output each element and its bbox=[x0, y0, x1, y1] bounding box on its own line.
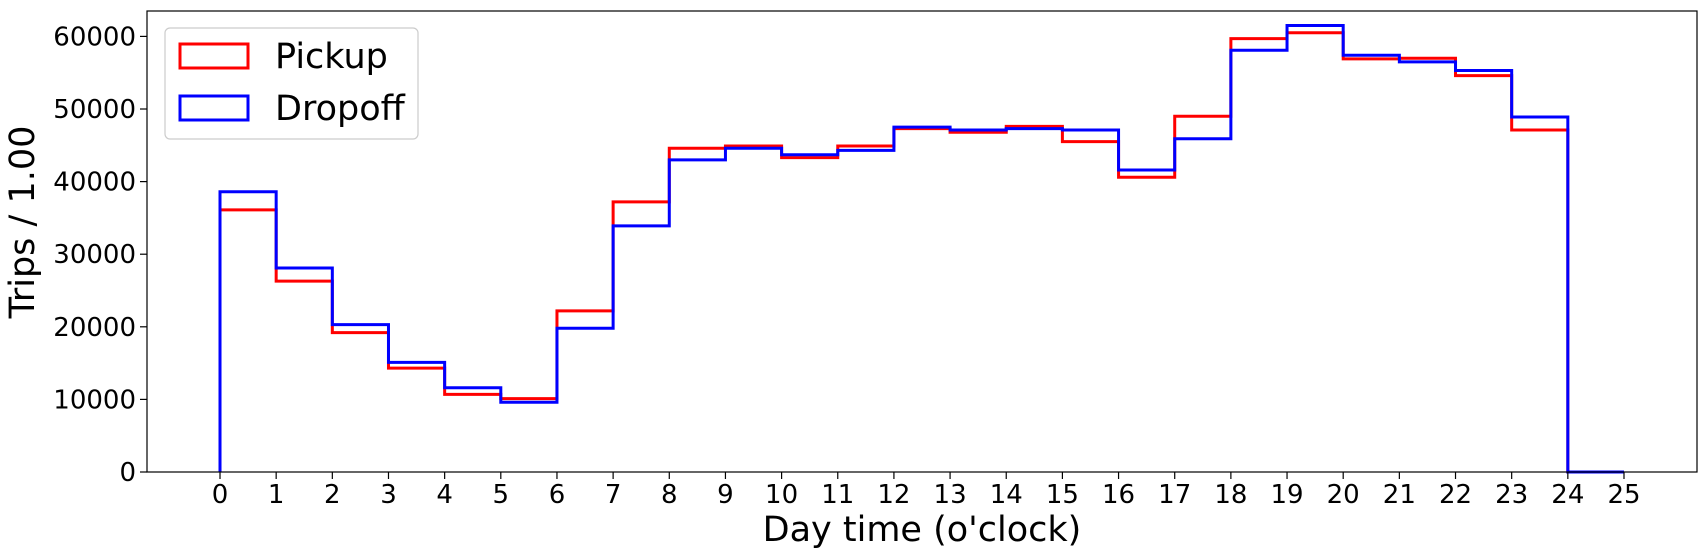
dropoff-legend-swatch bbox=[178, 94, 250, 122]
x-tick-label: 24 bbox=[1551, 480, 1584, 510]
x-tick-label: 22 bbox=[1439, 480, 1472, 510]
x-tick-label: 15 bbox=[1046, 480, 1079, 510]
series-pickup bbox=[218, 31, 1624, 474]
x-tick-label: 6 bbox=[549, 480, 566, 510]
x-tick-label: 14 bbox=[990, 480, 1023, 510]
y-axis-label-group: Trips / 1.00 bbox=[3, 126, 43, 320]
x-tick-label: 16 bbox=[1102, 480, 1135, 510]
y-tick-label: 0 bbox=[119, 458, 136, 488]
pickup-step-line bbox=[218, 31, 1624, 474]
x-tick-label: 25 bbox=[1607, 480, 1640, 510]
y-tick-label: 60000 bbox=[53, 22, 136, 52]
x-tick-label: 0 bbox=[212, 480, 229, 510]
x-tick-label: 3 bbox=[380, 480, 397, 510]
x-tick-label: 7 bbox=[605, 480, 622, 510]
dropoff-legend-label: Dropoff bbox=[275, 89, 406, 129]
x-tick-label: 17 bbox=[1158, 480, 1191, 510]
series-layer bbox=[218, 24, 1624, 474]
x-tick-label: 19 bbox=[1270, 480, 1303, 510]
y-tick-label: 50000 bbox=[53, 95, 136, 125]
y-tick-label: 40000 bbox=[53, 168, 136, 198]
y-tick-label: 30000 bbox=[53, 240, 136, 270]
pickup-legend-swatch bbox=[178, 42, 250, 70]
x-tick-label: 10 bbox=[765, 480, 798, 510]
x-tick-label: 23 bbox=[1495, 480, 1528, 510]
plot-frame bbox=[146, 10, 1698, 473]
x-tick-label: 18 bbox=[1214, 480, 1247, 510]
pickup-legend-label: Pickup bbox=[275, 37, 388, 77]
legend-box bbox=[164, 27, 419, 140]
x-axis-label: Day time (o'clock) bbox=[763, 510, 1082, 550]
series-dropoff bbox=[218, 24, 1624, 474]
x-tick-label: 9 bbox=[717, 480, 734, 510]
x-tick-label: 20 bbox=[1327, 480, 1360, 510]
x-tick-label: 11 bbox=[821, 480, 854, 510]
x-tick-label: 5 bbox=[493, 480, 510, 510]
dropoff-step-line bbox=[218, 24, 1624, 474]
x-tick-label: 21 bbox=[1383, 480, 1416, 510]
x-tick-label: 8 bbox=[661, 480, 678, 510]
axes-layer: 0 1 2 3 4 5 6 7 8 9 10 11 12 13 14 15 16 17 18 19 20 21 22 23 24… bbox=[53, 10, 1698, 510]
x-tick-label: 12 bbox=[877, 480, 910, 510]
x-tick-label: 13 bbox=[934, 480, 967, 510]
y-axis-label: Trips / 1.00 bbox=[3, 126, 43, 320]
x-tick-label: 1 bbox=[268, 480, 285, 510]
x-tick-label: 2 bbox=[324, 480, 341, 510]
y-tick-label: 10000 bbox=[53, 385, 136, 415]
y-tick-label: 20000 bbox=[53, 313, 136, 343]
legend: Pickup Dropoff bbox=[164, 27, 419, 140]
x-tick-label: 4 bbox=[436, 480, 453, 510]
